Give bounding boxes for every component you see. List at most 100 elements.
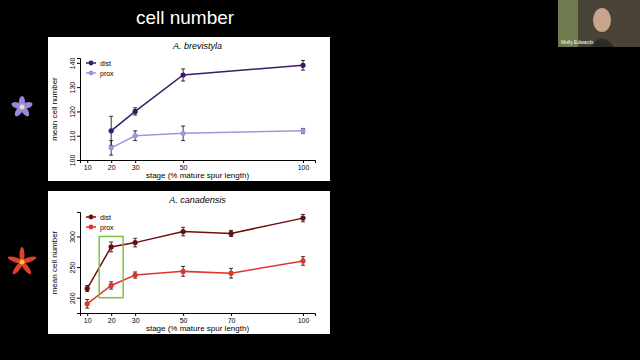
x-tick-label: 30 (132, 164, 140, 171)
error-bar-cap (85, 308, 89, 309)
y-tick-mark (77, 236, 80, 237)
x-axis: 1020305070100 (81, 313, 316, 324)
y-tick: 140 (69, 57, 80, 69)
x-tick-label: 50 (180, 317, 188, 324)
x-tick: 100 (298, 160, 310, 171)
data-point (181, 72, 186, 77)
y-tick-mark (77, 63, 80, 64)
error-bar-cap (181, 227, 185, 228)
x-tick: 20 (108, 160, 116, 171)
highlight-box (99, 236, 123, 297)
error-bar-cap (301, 221, 305, 222)
data-point (181, 131, 186, 136)
slide-title: cell number (136, 7, 235, 28)
flower-petal (20, 255, 37, 265)
presenter-name: Molly Edwards (561, 39, 594, 45)
x-axis-line (81, 314, 316, 317)
error-bar (85, 300, 89, 309)
error-bar-cap (301, 256, 305, 257)
y-tick: 120 (69, 106, 80, 118)
y-tick-mark (77, 160, 80, 161)
error-bar-cap (301, 60, 305, 61)
error-bar-cap (181, 140, 185, 141)
data-point (109, 145, 114, 150)
x-tick-mark (303, 313, 304, 316)
error-bar-cap (229, 278, 233, 279)
x-tick: 10 (84, 160, 92, 171)
error-bar-cap (133, 238, 137, 239)
error-bar (109, 282, 113, 289)
y-tick-label: 200 (69, 292, 76, 304)
chart: A. canadensis1020305070100stage (% matur… (48, 191, 330, 334)
flower-petal (7, 255, 24, 265)
data-point (300, 63, 305, 68)
y-tick-mark (77, 111, 80, 112)
error-bar (109, 242, 113, 252)
error-bar (181, 126, 185, 141)
slide: cell numberMolly EdwardsA. brevistyla102… (0, 0, 640, 360)
y-axis: 200250300 (69, 213, 81, 314)
flower-petal (11, 101, 24, 110)
legend-marker (89, 71, 94, 76)
y-tick-mark (77, 87, 80, 88)
error-bar (181, 266, 185, 276)
data-point (133, 109, 138, 114)
error-bar-cap (181, 68, 185, 69)
x-tick: 100 (298, 313, 310, 324)
x-tick-mark (87, 160, 88, 163)
chart-panel (48, 191, 330, 334)
error-bar (133, 131, 137, 141)
error-bar-cap (109, 241, 113, 242)
error-bar-cap (133, 130, 137, 131)
y-tick-label: 120 (69, 106, 76, 118)
series-line (111, 131, 303, 148)
y-tick-label: 110 (69, 131, 76, 142)
x-tick-mark (183, 160, 184, 163)
x-tick: 20 (108, 313, 116, 324)
error-bar-cap (109, 251, 113, 252)
error-bar-cap (109, 155, 113, 156)
y-tick: 250 (69, 262, 80, 274)
error-bar-cap (133, 278, 137, 279)
error-bar-cap (301, 214, 305, 215)
error-bar-cap (181, 276, 185, 277)
y-axis: 100110120130140 (69, 57, 81, 166)
webcam-face (593, 8, 611, 32)
error-bar (301, 257, 305, 266)
chart: A. brevistyla10203050100stage (% mature … (48, 37, 330, 181)
error-bar-cap (301, 265, 305, 266)
error-bar (133, 238, 137, 247)
webcam: Molly Edwards (558, 0, 640, 47)
legend-label: prox (100, 70, 114, 78)
error-bar-cap (133, 271, 137, 272)
x-tick: 30 (132, 313, 140, 324)
x-tick-mark (111, 313, 112, 316)
error-bar-cap (109, 140, 113, 141)
x-tick: 50 (180, 160, 188, 171)
y-tick: 130 (69, 82, 80, 94)
legend-label: prox (100, 224, 114, 232)
flower-icon (7, 247, 37, 276)
x-tick-label: 20 (108, 317, 116, 324)
flower-center (20, 260, 25, 265)
x-tick-mark (135, 313, 136, 316)
error-bar-cap (181, 126, 185, 127)
legend-marker (89, 215, 94, 220)
error-bar (181, 69, 185, 81)
y-axis-line (77, 59, 81, 161)
error-bar-cap (181, 266, 185, 267)
data-point (300, 258, 305, 263)
data-point (228, 271, 233, 276)
x-tick-label: 20 (108, 164, 116, 171)
y-axis-title: mean cell number (50, 230, 59, 294)
error-bar-cap (133, 140, 137, 141)
chart-panel (48, 37, 330, 181)
x-tick-mark (135, 160, 136, 163)
legend: distprox (86, 60, 114, 78)
error-bar (301, 60, 305, 70)
flower-center (20, 105, 25, 110)
error-bar (85, 285, 89, 291)
x-tick: 50 (180, 313, 188, 324)
x-tick: 70 (228, 313, 236, 324)
webcam-body (590, 39, 614, 48)
